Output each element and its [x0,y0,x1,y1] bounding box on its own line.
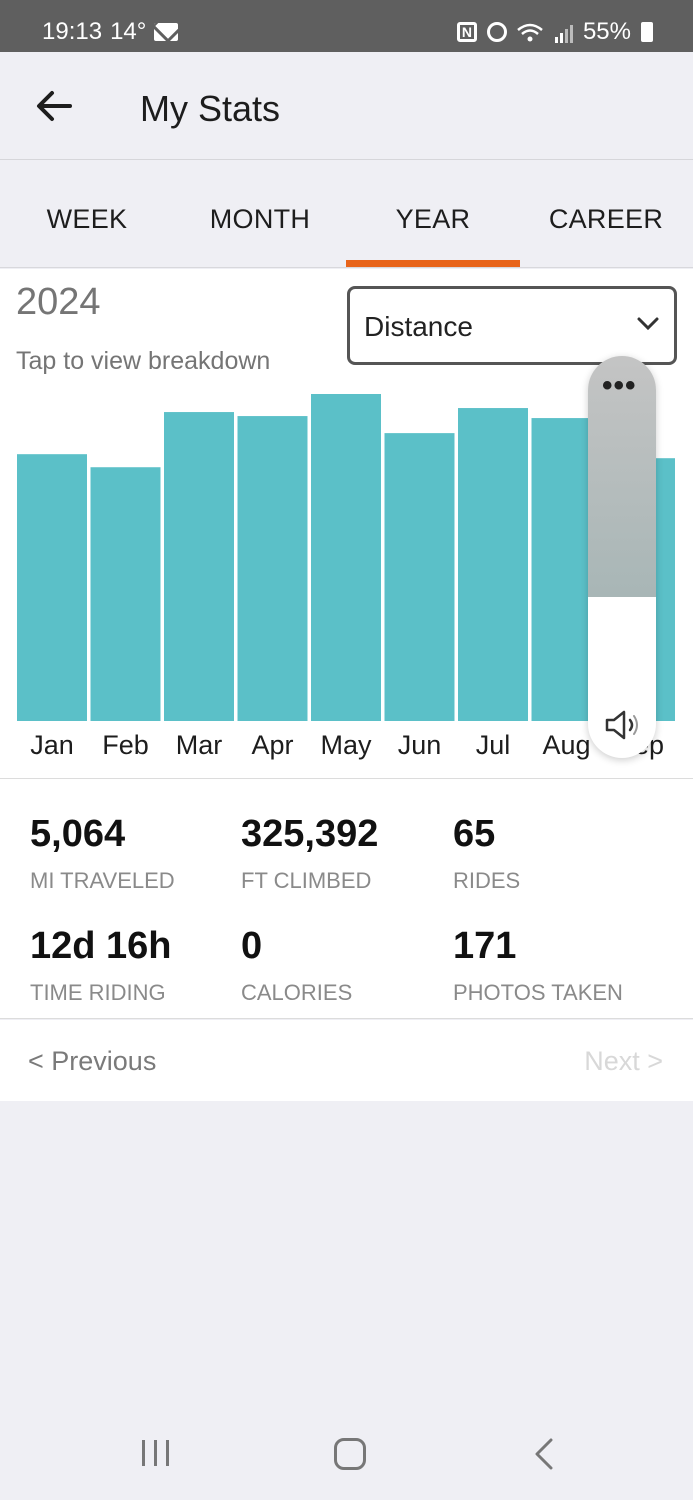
stat-label: MI TRAVELED [30,868,175,893]
metric-dropdown[interactable]: Distance [347,286,677,365]
home-icon[interactable] [334,1438,366,1470]
tab-month[interactable]: MONTH [209,204,311,234]
stat-label: FT CLIMBED [241,868,372,893]
month-label-apr: Apr [251,730,293,760]
stat-value: 0 [241,925,263,967]
month-label-jan: Jan [30,730,74,760]
stat-photos: 171 PHOTOS TAKEN [453,925,663,1006]
stat-elevation: 325,392 FT CLIMBED [241,813,451,894]
tab-career[interactable]: CAREER [548,204,664,234]
recent-apps-icon[interactable] [140,1438,172,1468]
stats-grid: 5,064 MI TRAVELED 325,392 FT CLIMBED 65 … [0,779,693,1019]
period-tabs: WEEK MONTH YEAR CAREER [0,160,693,268]
bar-feb[interactable] [90,467,161,721]
month-label-mar: Mar [176,730,223,760]
year-label: 2024 [16,281,101,323]
navigation-bar [0,1408,693,1500]
arrow-left-icon[interactable] [34,88,74,124]
stat-calories: 0 CALORIES [241,925,451,1006]
bar-jun[interactable] [384,433,455,721]
metric-dropdown-value: Distance [364,311,473,342]
month-label-may: May [320,730,372,760]
stat-value: 171 [453,925,517,967]
bar-mar[interactable] [164,412,234,721]
app-header: My Stats [0,52,693,160]
chart-card[interactable]: JanFebMarAprMayJunJulAugSep 2024 Tap to … [0,269,693,779]
wifi-icon [517,22,543,42]
stat-value: 5,064 [30,813,126,855]
stat-value: 12d 16h [30,925,172,967]
stat-label: RIDES [453,868,521,893]
stat-value: 65 [453,813,496,855]
bar-apr[interactable] [237,416,308,721]
stat-time: 12d 16h TIME RIDING [30,925,240,1006]
month-label-feb: Feb [102,730,149,760]
signal-icon [553,22,573,43]
bar-may[interactable] [311,394,381,721]
mail-icon [154,23,179,41]
battery-percent: 55% [582,18,631,45]
stat-label: PHOTOS TAKEN [453,980,623,1005]
tab-week[interactable]: WEEK [46,204,128,234]
status-bar: 19:13 14° N 55% [0,0,693,52]
month-label-jul: Jul [476,730,511,760]
status-right: N 55% [456,18,653,46]
pager: < Previous Next > [0,1020,693,1101]
alarm-icon [486,22,507,42]
speaker-icon[interactable] [603,708,643,742]
back-icon[interactable] [532,1438,556,1470]
page-title: My Stats [140,88,281,129]
previous-link[interactable]: < Previous [28,1046,157,1076]
month-label-jun: Jun [398,730,442,760]
stat-label: CALORIES [241,980,353,1005]
volume-panel[interactable]: ••• [588,356,656,758]
volume-slider[interactable] [588,356,656,598]
status-left: 19:13 14° [42,18,179,46]
status-temperature: 14° [110,18,147,45]
next-link: Next > [584,1046,663,1076]
stat-distance: 5,064 MI TRAVELED [30,813,240,894]
nfc-icon: N [456,22,477,42]
status-time: 19:13 [42,18,103,45]
month-label-aug: Aug [542,730,590,760]
stat-value: 325,392 [241,813,379,855]
active-tab-indicator [346,260,520,267]
more-options-icon[interactable]: ••• [602,369,637,402]
bar-jan[interactable] [17,454,87,721]
stat-rides: 65 RIDES [453,813,663,894]
battery-icon [641,22,653,42]
breakdown-hint: Tap to view breakdown [16,347,271,375]
stat-label: TIME RIDING [30,980,166,1005]
tab-year[interactable]: YEAR [395,204,471,234]
bar-chart[interactable]: JanFebMarAprMayJunJulAugSep [0,269,693,779]
bar-jul[interactable] [458,408,528,721]
chevron-down-icon [637,317,659,331]
